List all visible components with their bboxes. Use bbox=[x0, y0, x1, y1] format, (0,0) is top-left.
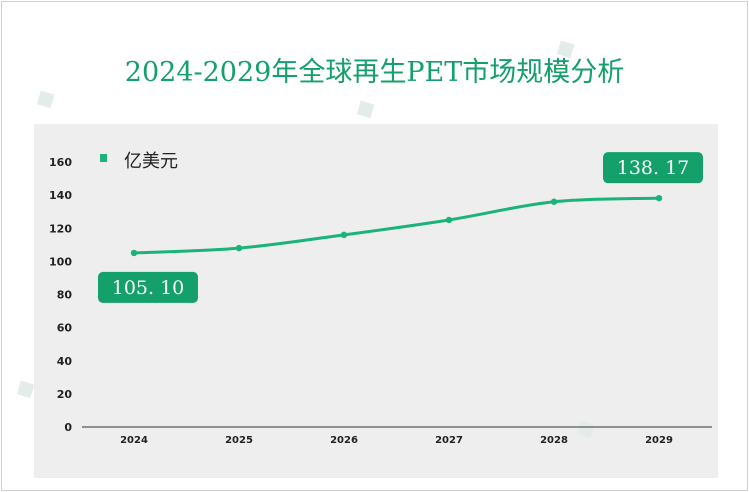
data-point bbox=[655, 194, 663, 202]
y-tick-label: 100 bbox=[49, 255, 72, 268]
watermark-mark: ◆ bbox=[29, 80, 61, 116]
data-point bbox=[550, 198, 558, 205]
y-tick-label: 160 bbox=[49, 156, 72, 169]
data-point bbox=[235, 244, 243, 252]
x-tick-label: 2026 bbox=[330, 435, 358, 446]
legend-label: 亿美元 bbox=[124, 151, 178, 172]
callouts: 105. 10 138. 17 bbox=[98, 152, 703, 303]
y-tick-label: 20 bbox=[57, 388, 73, 401]
x-tick-label: 2027 bbox=[435, 435, 463, 446]
x-tick-label: 2029 bbox=[645, 435, 673, 446]
data-point bbox=[340, 231, 348, 239]
x-axis: 2024 2025 2026 2027 2028 2029 bbox=[82, 426, 712, 446]
watermark-mark: ◆ bbox=[549, 30, 581, 66]
x-tick-label: 2025 bbox=[225, 435, 253, 446]
x-tick-label: 2028 bbox=[540, 435, 568, 446]
watermark-mark: ◆ bbox=[349, 90, 381, 126]
series-line bbox=[132, 196, 661, 255]
callout-box bbox=[603, 152, 703, 184]
x-tick-label: 2024 bbox=[120, 435, 148, 446]
data-points bbox=[130, 194, 663, 257]
data-point bbox=[445, 216, 453, 224]
y-tick-label: 120 bbox=[49, 222, 72, 235]
y-tick-label: 80 bbox=[57, 289, 73, 302]
legend-swatch bbox=[100, 154, 107, 162]
y-tick-label: 60 bbox=[57, 322, 73, 335]
y-axis: 0 20 40 60 80 100 120 140 160 bbox=[49, 156, 72, 434]
callout-box bbox=[98, 271, 198, 303]
legend: 亿美元 bbox=[100, 151, 178, 172]
y-tick-label: 140 bbox=[49, 189, 72, 202]
y-tick-label: 40 bbox=[57, 355, 73, 368]
chart-title: 2024-2029年全球再生PET市场规模分析 bbox=[124, 57, 625, 88]
watermark-mark: ◆ bbox=[569, 410, 601, 446]
y-tick-label: 0 bbox=[64, 421, 72, 434]
callout-value: 105. 10 bbox=[112, 277, 185, 299]
watermark-layer: ◆ ◆ ◆ ◆ ◆ bbox=[9, 30, 601, 446]
data-point bbox=[130, 249, 138, 257]
callout-value: 138. 17 bbox=[617, 157, 690, 179]
watermark-mark: ◆ bbox=[9, 370, 41, 406]
